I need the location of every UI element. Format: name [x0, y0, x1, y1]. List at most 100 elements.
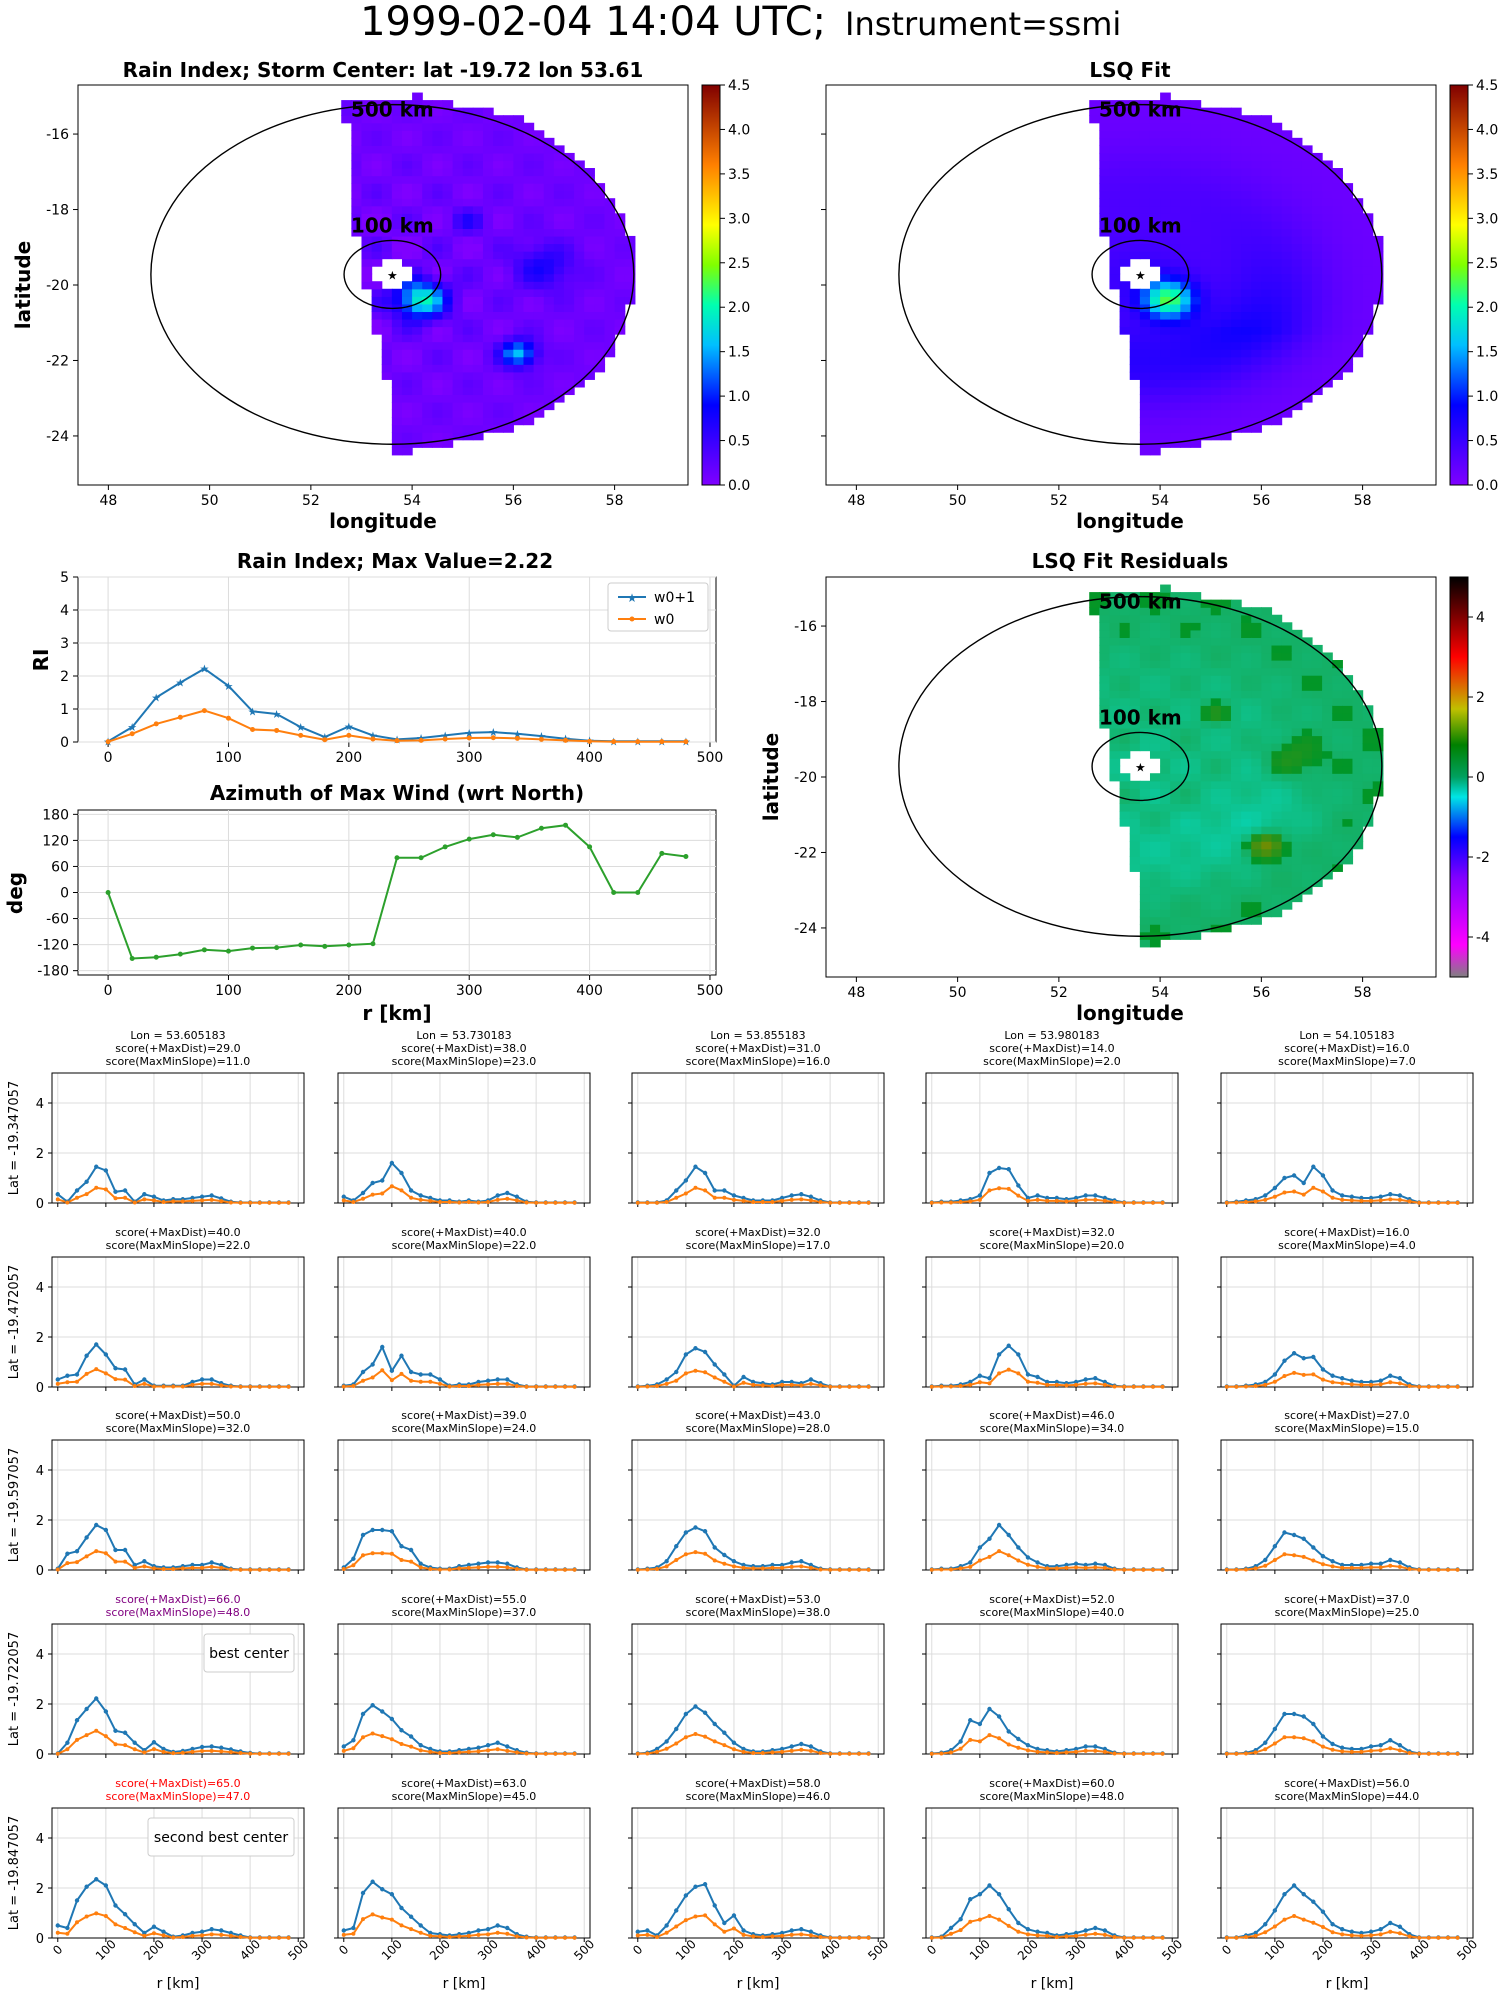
map-pixel — [584, 168, 595, 177]
map-pixel — [442, 258, 454, 267]
map-pixel — [1190, 439, 1202, 448]
map-pixel — [1251, 213, 1262, 222]
map-pixel — [1241, 818, 1252, 827]
map-pixel — [1332, 243, 1343, 252]
x-tick-label: 400 — [237, 1937, 263, 1963]
map-pixel — [1352, 243, 1364, 252]
map-pixel — [1149, 614, 1161, 623]
map-pixel — [1230, 364, 1242, 373]
map-pixel — [401, 115, 413, 124]
map-pixel — [1190, 818, 1202, 827]
map-pixel — [1170, 371, 1181, 380]
map-pixel — [1241, 773, 1252, 782]
map-pixel — [432, 356, 444, 365]
data-point — [958, 1566, 963, 1571]
map-pixel — [1271, 893, 1283, 903]
data-point — [276, 1751, 281, 1756]
map-pixel — [1311, 690, 1323, 699]
map-pixel — [1342, 266, 1354, 275]
map-pixel — [1210, 190, 1222, 199]
map-pixel — [482, 190, 494, 199]
map-pixel — [361, 213, 373, 222]
map-pixel — [1322, 266, 1333, 275]
data-point — [1359, 1195, 1364, 1201]
data-point — [1253, 1383, 1258, 1388]
map-pixel — [1160, 349, 1171, 358]
resid-map-title: LSQ Fit Residuals — [1032, 549, 1229, 573]
map-pixel — [1261, 160, 1273, 169]
map-pixel — [533, 152, 545, 162]
data-point — [770, 1562, 775, 1568]
map-pixel — [1129, 848, 1141, 857]
map-pixel — [523, 175, 535, 184]
map-pixel — [381, 183, 393, 192]
map-pixel — [1139, 213, 1151, 222]
map-pixel — [1190, 765, 1202, 774]
map-pixel — [1241, 743, 1252, 752]
map-pixel — [412, 266, 423, 275]
data-point — [572, 1200, 577, 1205]
map-pixel — [1160, 168, 1171, 177]
data-point — [142, 1381, 147, 1386]
map-pixel — [1139, 848, 1151, 857]
map-pixel — [1241, 183, 1252, 192]
data-point — [741, 1565, 746, 1570]
map-pixel — [1311, 220, 1323, 229]
map-pixel — [1180, 803, 1192, 812]
map-pixel — [1251, 644, 1262, 654]
map-pixel — [1251, 727, 1262, 737]
map-pixel — [1220, 637, 1232, 646]
data-point — [645, 1928, 650, 1933]
data-point — [808, 1748, 813, 1753]
map-pixel — [533, 326, 545, 335]
map-pixel — [1271, 235, 1283, 245]
map-pixel — [1362, 303, 1374, 313]
data-point — [286, 1935, 291, 1940]
map-pixel — [1180, 818, 1192, 827]
map-pixel — [1109, 614, 1121, 623]
map-pixel — [1210, 115, 1222, 124]
map-pixel — [1210, 893, 1222, 903]
data-point — [180, 1934, 185, 1939]
data-point — [1073, 1379, 1079, 1385]
map-pixel — [503, 190, 514, 199]
map-pixel — [1352, 803, 1364, 812]
map-pixel — [563, 288, 575, 297]
map-pixel — [1200, 863, 1212, 872]
data-point — [741, 1195, 746, 1201]
data-point — [828, 1751, 833, 1756]
map-pixel — [503, 288, 514, 297]
data-point — [274, 727, 280, 733]
data-point — [1263, 1563, 1268, 1568]
cell-xlabel: r [km] — [443, 1976, 486, 1992]
map-pixel — [1210, 743, 1222, 752]
map-pixel — [1281, 205, 1293, 214]
map-pixel — [584, 213, 595, 222]
map-pixel — [563, 364, 575, 373]
map-pixel — [1190, 599, 1202, 608]
map-pixel — [1372, 243, 1384, 252]
map-pixel — [1160, 198, 1171, 207]
data-point — [712, 1721, 717, 1727]
map-pixel — [1109, 750, 1121, 759]
data-point — [1263, 1382, 1268, 1387]
map-pixel — [1261, 660, 1273, 669]
data-point — [1369, 1748, 1374, 1753]
map-pixel — [1230, 296, 1242, 305]
row-lat-label: Lat = -19.722057 — [7, 1632, 22, 1746]
map-pixel — [1230, 878, 1242, 888]
map-pixel — [1170, 916, 1181, 925]
map-pixel — [422, 183, 433, 192]
map-pixel — [1261, 122, 1273, 131]
resid-map-colorbar — [1449, 576, 1469, 978]
map-pixel — [1160, 288, 1171, 297]
map-pixel — [563, 243, 575, 252]
map-pixel — [1362, 788, 1374, 797]
data-point — [428, 1379, 433, 1384]
map-pixel — [1362, 712, 1374, 721]
map-pixel — [482, 273, 494, 282]
map-pixel — [1220, 432, 1232, 441]
map-pixel — [1251, 607, 1262, 616]
map-pixel — [1291, 629, 1303, 638]
map-pixel — [1251, 356, 1262, 365]
